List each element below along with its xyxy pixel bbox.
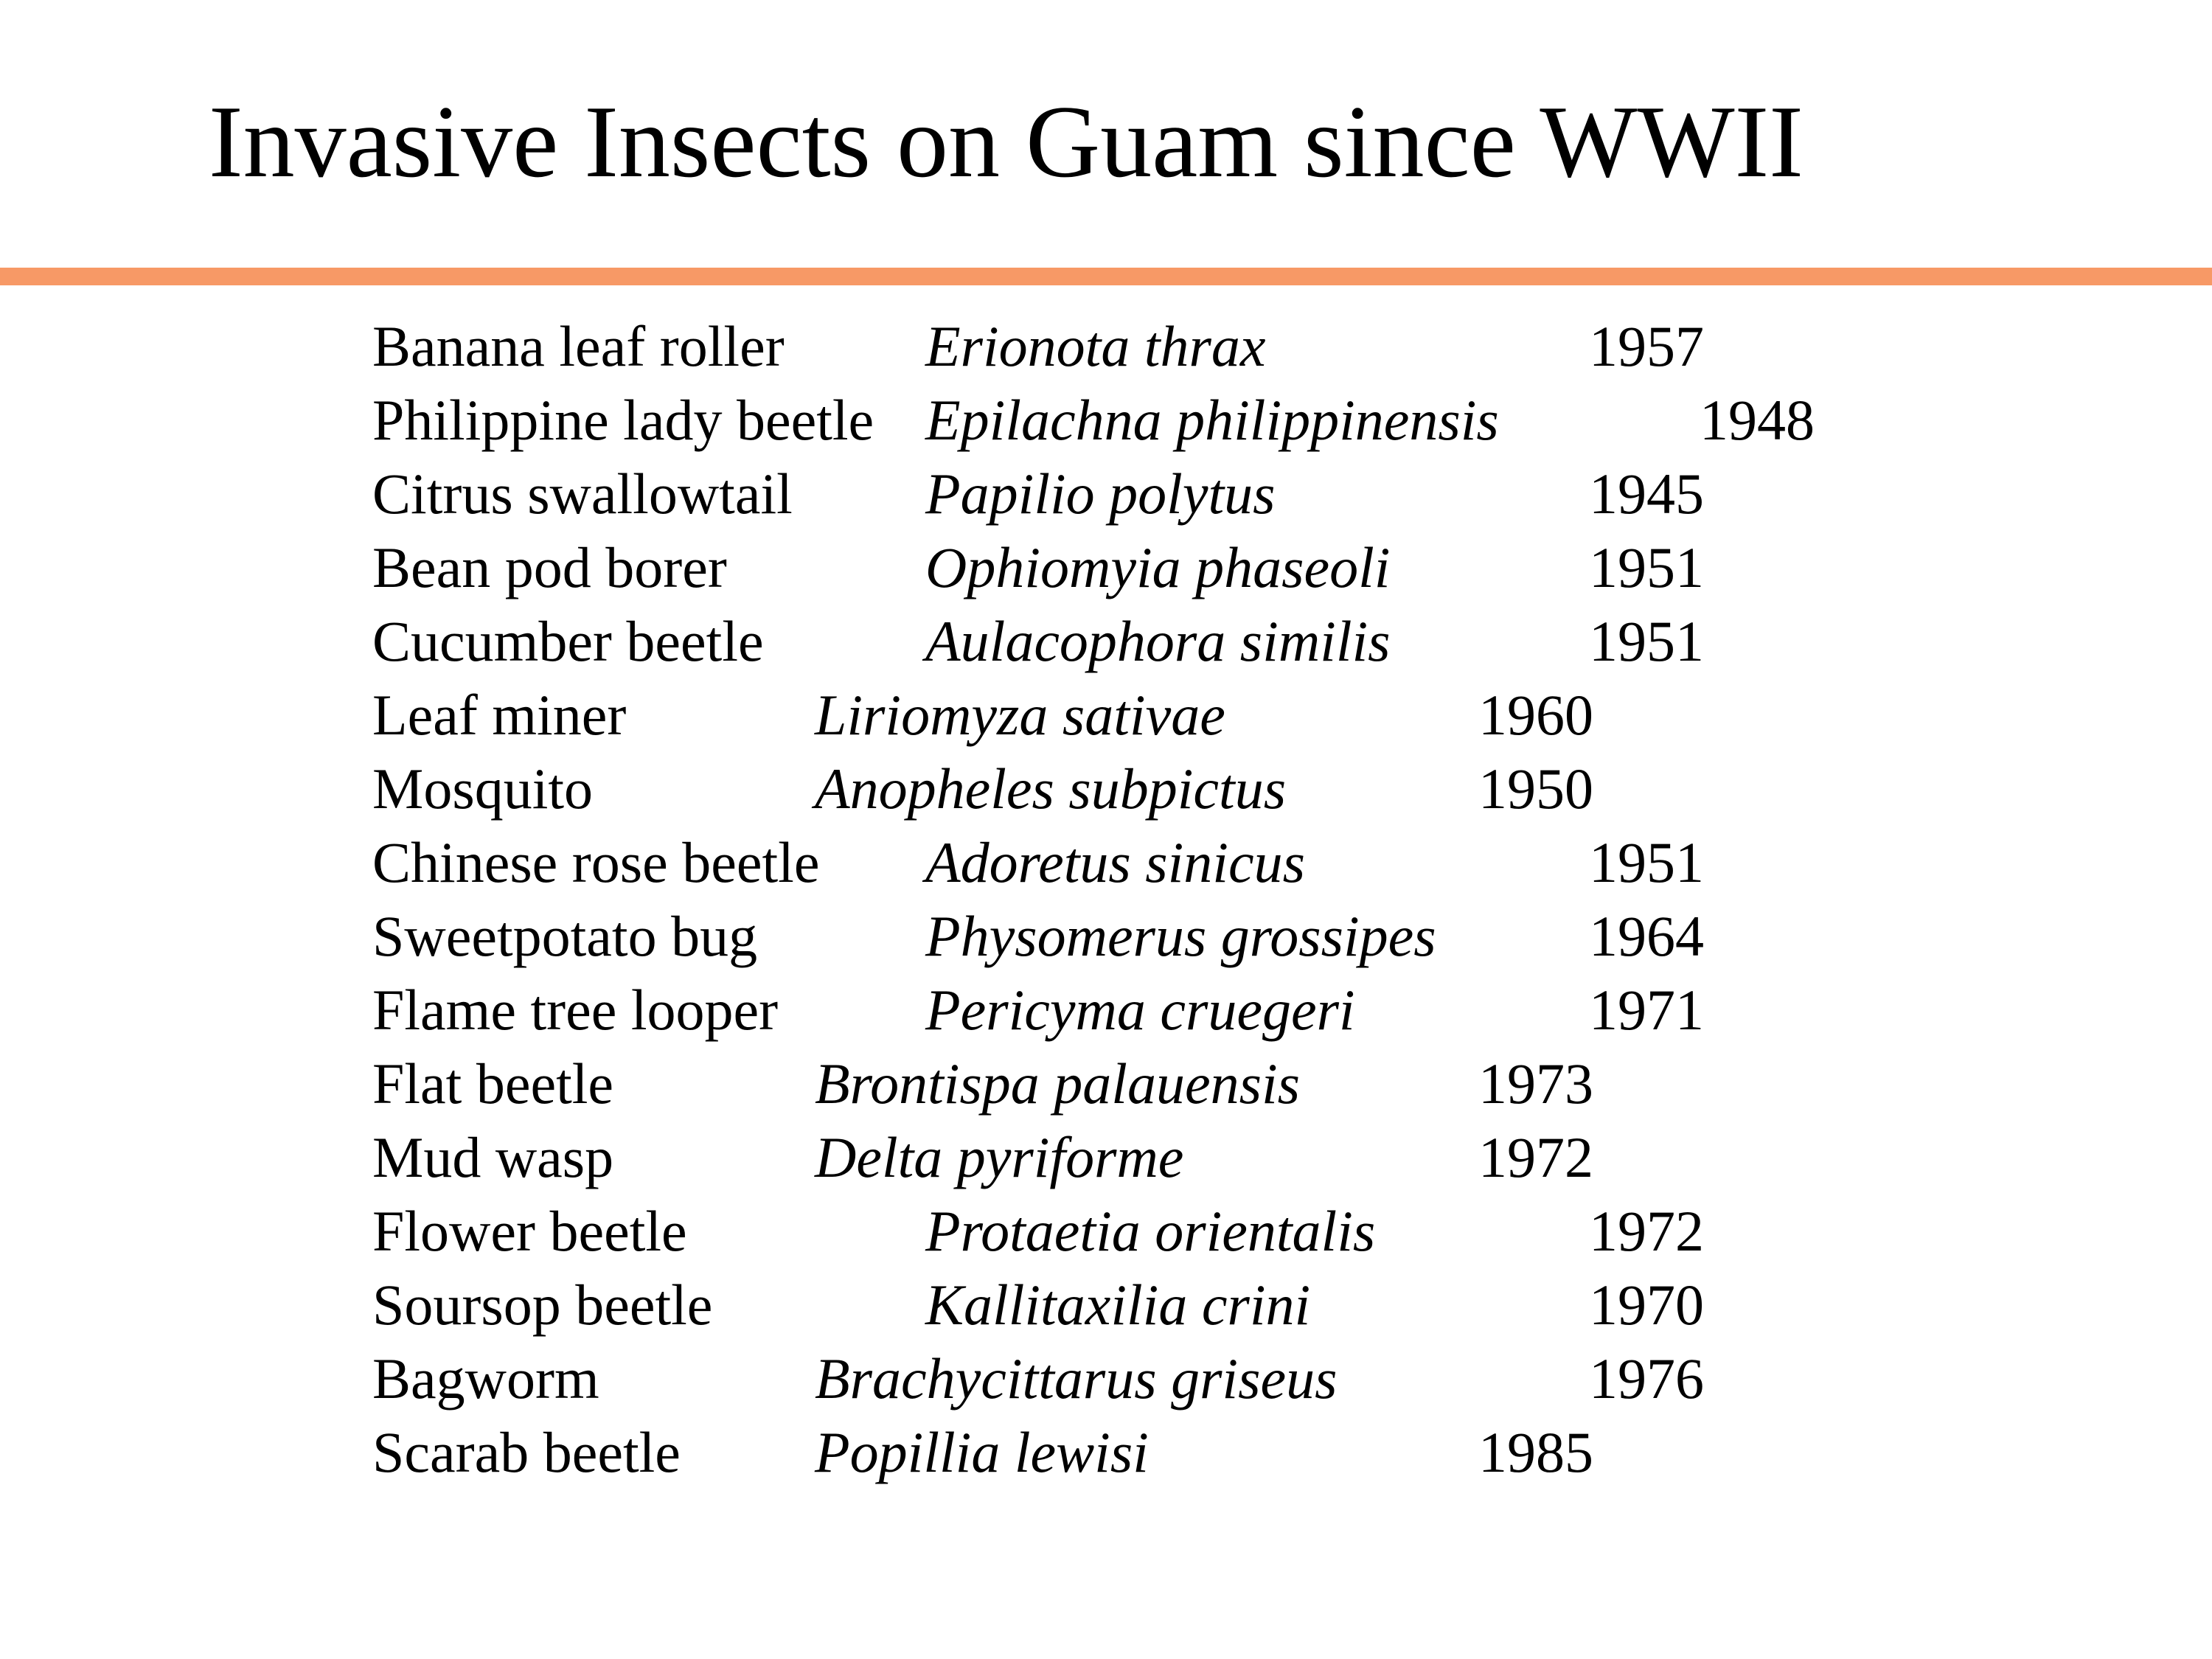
scientific-name: Pericyma cruegeri <box>925 978 1355 1042</box>
year-introduced: 1964 <box>1589 904 1704 968</box>
scientific-name: Popillia lewisi <box>815 1420 1149 1484</box>
scientific-name: Protaetia orientalis <box>925 1199 1376 1263</box>
year-introduced: 1951 <box>1589 609 1704 673</box>
scientific-name: Brachycittarus griseus <box>815 1346 1338 1411</box>
common-name: Flame tree looper <box>372 978 779 1042</box>
common-name: Banana leaf roller <box>372 314 785 378</box>
common-name: Sweetpotato bug <box>372 904 758 968</box>
table-row: Flame tree looper Pericyma cruegeri 1971 <box>0 973 2212 1047</box>
year-introduced: 1945 <box>1589 462 1704 526</box>
year-introduced: 1960 <box>1478 683 1593 747</box>
table-row: Sweetpotato bug Physomerus grossipes 196… <box>0 900 2212 973</box>
year-introduced: 1957 <box>1589 314 1704 378</box>
year-introduced: 1972 <box>1589 1199 1704 1263</box>
year-introduced: 1950 <box>1478 757 1593 821</box>
scientific-name: Anopheles subpictus <box>815 757 1287 821</box>
scientific-name: Erionota thrax <box>925 314 1266 378</box>
common-name: Flower beetle <box>372 1199 687 1263</box>
table-row: Bean pod borer Ophiomyia phaseoli 1951 <box>0 531 2212 605</box>
year-introduced: 1972 <box>1478 1125 1593 1189</box>
scientific-name: Kallitaxilia crini <box>925 1273 1311 1337</box>
common-name: Leaf miner <box>372 683 627 747</box>
table-row: Mosquito Anopheles subpictus 1950 <box>0 752 2212 826</box>
scientific-name: Liriomyza sativae <box>815 683 1225 747</box>
common-name: Chinese rose beetle <box>372 830 820 894</box>
table-row: Cucumber beetle Aulacophora similis 1951 <box>0 605 2212 678</box>
page-title: Invasive Insects on Guam since WWII <box>209 85 1804 199</box>
year-introduced: 1971 <box>1589 978 1704 1042</box>
year-introduced: 1985 <box>1478 1420 1593 1484</box>
scientific-name: Epilachna philippinensis <box>925 388 1499 452</box>
common-name: Mud wasp <box>372 1125 614 1189</box>
common-name: Soursop beetle <box>372 1273 713 1337</box>
year-introduced: 1948 <box>1700 388 1815 452</box>
scientific-name: Physomerus grossipes <box>925 904 1436 968</box>
table-row: Flat beetle Brontispa palauensis 1973 <box>0 1047 2212 1121</box>
common-name: Mosquito <box>372 757 594 821</box>
common-name: Bean pod borer <box>372 535 727 599</box>
year-introduced: 1973 <box>1478 1051 1593 1116</box>
common-name: Scarab beetle <box>372 1420 681 1484</box>
scientific-name: Ophiomyia phaseoli <box>925 535 1391 599</box>
table-row: Soursop beetle Kallitaxilia crini 1970 <box>0 1268 2212 1342</box>
common-name: Flat beetle <box>372 1051 614 1116</box>
table-row: Citrus swallowtail Papilio polytus 1945 <box>0 457 2212 531</box>
scientific-name: Aulacophora similis <box>925 609 1391 673</box>
scientific-name: Brontispa palauensis <box>815 1051 1300 1116</box>
common-name: Cucumber beetle <box>372 609 764 673</box>
scientific-name: Delta pyriforme <box>815 1125 1184 1189</box>
table-row: Leaf miner Liriomyza sativae 1960 <box>0 678 2212 752</box>
year-introduced: 1951 <box>1589 535 1704 599</box>
scientific-name: Adoretus sinicus <box>925 830 1305 894</box>
common-name: Philippine lady beetle <box>372 388 874 452</box>
scientific-name: Papilio polytus <box>925 462 1276 526</box>
year-introduced: 1951 <box>1589 830 1704 894</box>
common-name: Bagworm <box>372 1346 599 1411</box>
title-divider <box>0 268 2212 285</box>
table-row: Bagworm Brachycittarus griseus 1976 <box>0 1342 2212 1416</box>
year-introduced: 1976 <box>1589 1346 1704 1411</box>
common-name: Citrus swallowtail <box>372 462 793 526</box>
table-row: Banana leaf roller Erionota thrax 1957 <box>0 310 2212 383</box>
table-row: Chinese rose beetle Adoretus sinicus 195… <box>0 826 2212 900</box>
table-row: Mud wasp Delta pyriforme 1972 <box>0 1121 2212 1194</box>
table-row: Philippine lady beetle Epilachna philipp… <box>0 383 2212 457</box>
year-introduced: 1970 <box>1589 1273 1704 1337</box>
table-row: Flower beetle Protaetia orientalis 1972 <box>0 1194 2212 1268</box>
table-row: Scarab beetle Popillia lewisi 1985 <box>0 1416 2212 1489</box>
